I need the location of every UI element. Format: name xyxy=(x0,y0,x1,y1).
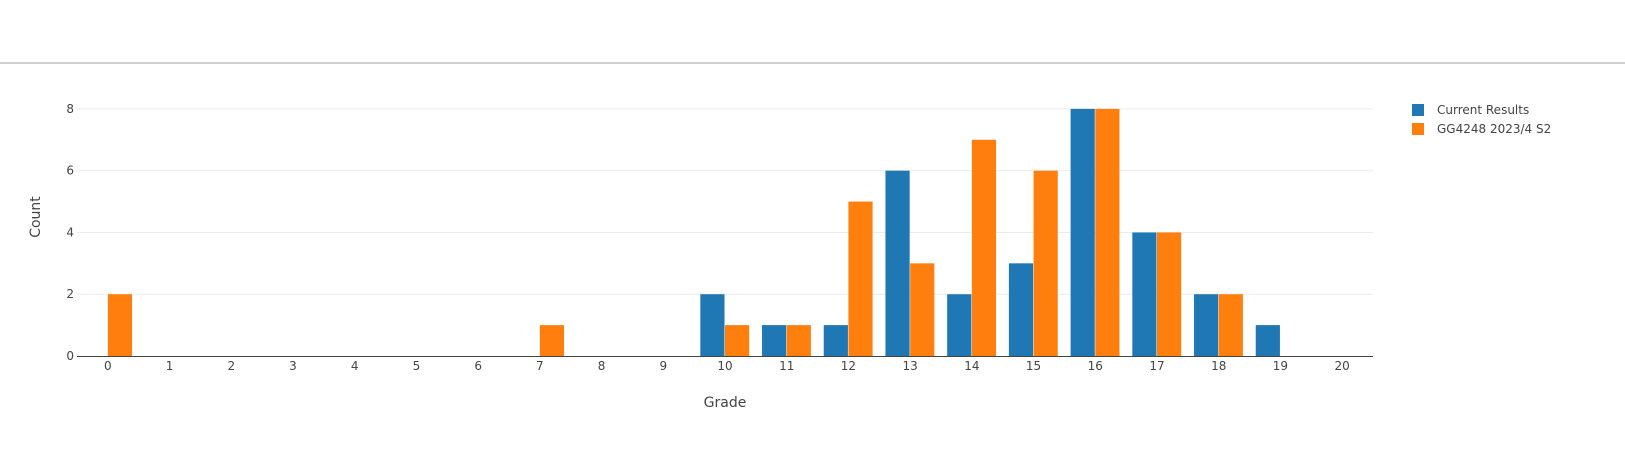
legend[interactable]: Current Results GG4248 2023/4 S2 xyxy=(1412,103,1551,136)
y-axis-title: Count xyxy=(28,196,44,238)
bar-current-13 xyxy=(885,170,910,356)
bar-current-11 xyxy=(762,325,787,356)
x-tick-label: 7 xyxy=(536,359,544,373)
bar-current-18 xyxy=(1194,294,1219,356)
x-tick-label: 15 xyxy=(1026,359,1041,373)
legend-label: Current Results xyxy=(1437,103,1529,117)
x-tick-label: 12 xyxy=(841,359,856,373)
x-tick-label: 13 xyxy=(903,359,918,373)
x-tick-label: 9 xyxy=(659,359,667,373)
bar-previous-15 xyxy=(1033,170,1058,356)
bar-previous-13 xyxy=(910,263,935,356)
x-tick-label: 2 xyxy=(227,359,235,373)
x-tick-label: 19 xyxy=(1273,359,1288,373)
x-tick-label: 16 xyxy=(1088,359,1103,373)
bar-previous-17 xyxy=(1157,232,1182,356)
bar-previous-7 xyxy=(539,325,565,356)
y-axis-ticks: 0 2 4 6 8 xyxy=(66,102,74,363)
y-tick-label: 8 xyxy=(66,102,74,116)
bar-previous-16 xyxy=(1095,108,1120,356)
bars xyxy=(107,108,1280,356)
bar-current-17 xyxy=(1132,232,1157,356)
x-tick-label: 17 xyxy=(1149,359,1164,373)
x-tick-label: 18 xyxy=(1211,359,1226,373)
x-tick-label: 4 xyxy=(351,359,359,373)
x-tick-label: 6 xyxy=(474,359,482,373)
bar-previous-14 xyxy=(971,139,997,356)
y-tick-label: 0 xyxy=(66,349,74,363)
y-tick-label: 4 xyxy=(66,225,74,239)
legend-label: GG4248 2023/4 S2 xyxy=(1437,122,1551,136)
bar-current-14 xyxy=(947,294,972,356)
x-tick-label: 14 xyxy=(964,359,979,373)
bar-current-12 xyxy=(823,325,848,356)
x-tick-label: 8 xyxy=(598,359,606,373)
bar-previous-18 xyxy=(1218,294,1243,356)
x-tick-label: 10 xyxy=(717,359,732,373)
bar-current-19 xyxy=(1255,325,1280,356)
legend-item-previous[interactable]: GG4248 2023/4 S2 xyxy=(1412,122,1551,136)
bar-previous-0 xyxy=(107,294,133,356)
bar-current-10 xyxy=(700,294,725,356)
x-tick-label: 1 xyxy=(166,359,174,373)
legend-item-current[interactable]: Current Results xyxy=(1412,103,1529,117)
header-band xyxy=(0,0,1625,64)
legend-swatch xyxy=(1412,123,1424,135)
x-tick-label: 20 xyxy=(1335,359,1350,373)
bar-previous-11 xyxy=(786,325,811,356)
x-tick-label: 5 xyxy=(413,359,421,373)
bar-previous-10 xyxy=(725,325,750,356)
x-axis-ticks: 0 1 2 3 4 5 6 7 8 9 10 11 12 13 14 15 16 17 18 19 20 xyxy=(104,359,1350,373)
y-tick-label: 2 xyxy=(66,287,74,301)
bar-previous-12 xyxy=(848,201,873,356)
x-tick-label: 3 xyxy=(289,359,297,373)
bar-current-16 xyxy=(1070,108,1095,356)
bar-current-15 xyxy=(1008,263,1034,356)
y-tick-label: 6 xyxy=(66,164,74,178)
x-axis-title: Grade xyxy=(704,395,747,411)
x-tick-label: 11 xyxy=(779,359,794,373)
x-tick-label: 0 xyxy=(104,359,112,373)
legend-swatch xyxy=(1412,104,1424,116)
